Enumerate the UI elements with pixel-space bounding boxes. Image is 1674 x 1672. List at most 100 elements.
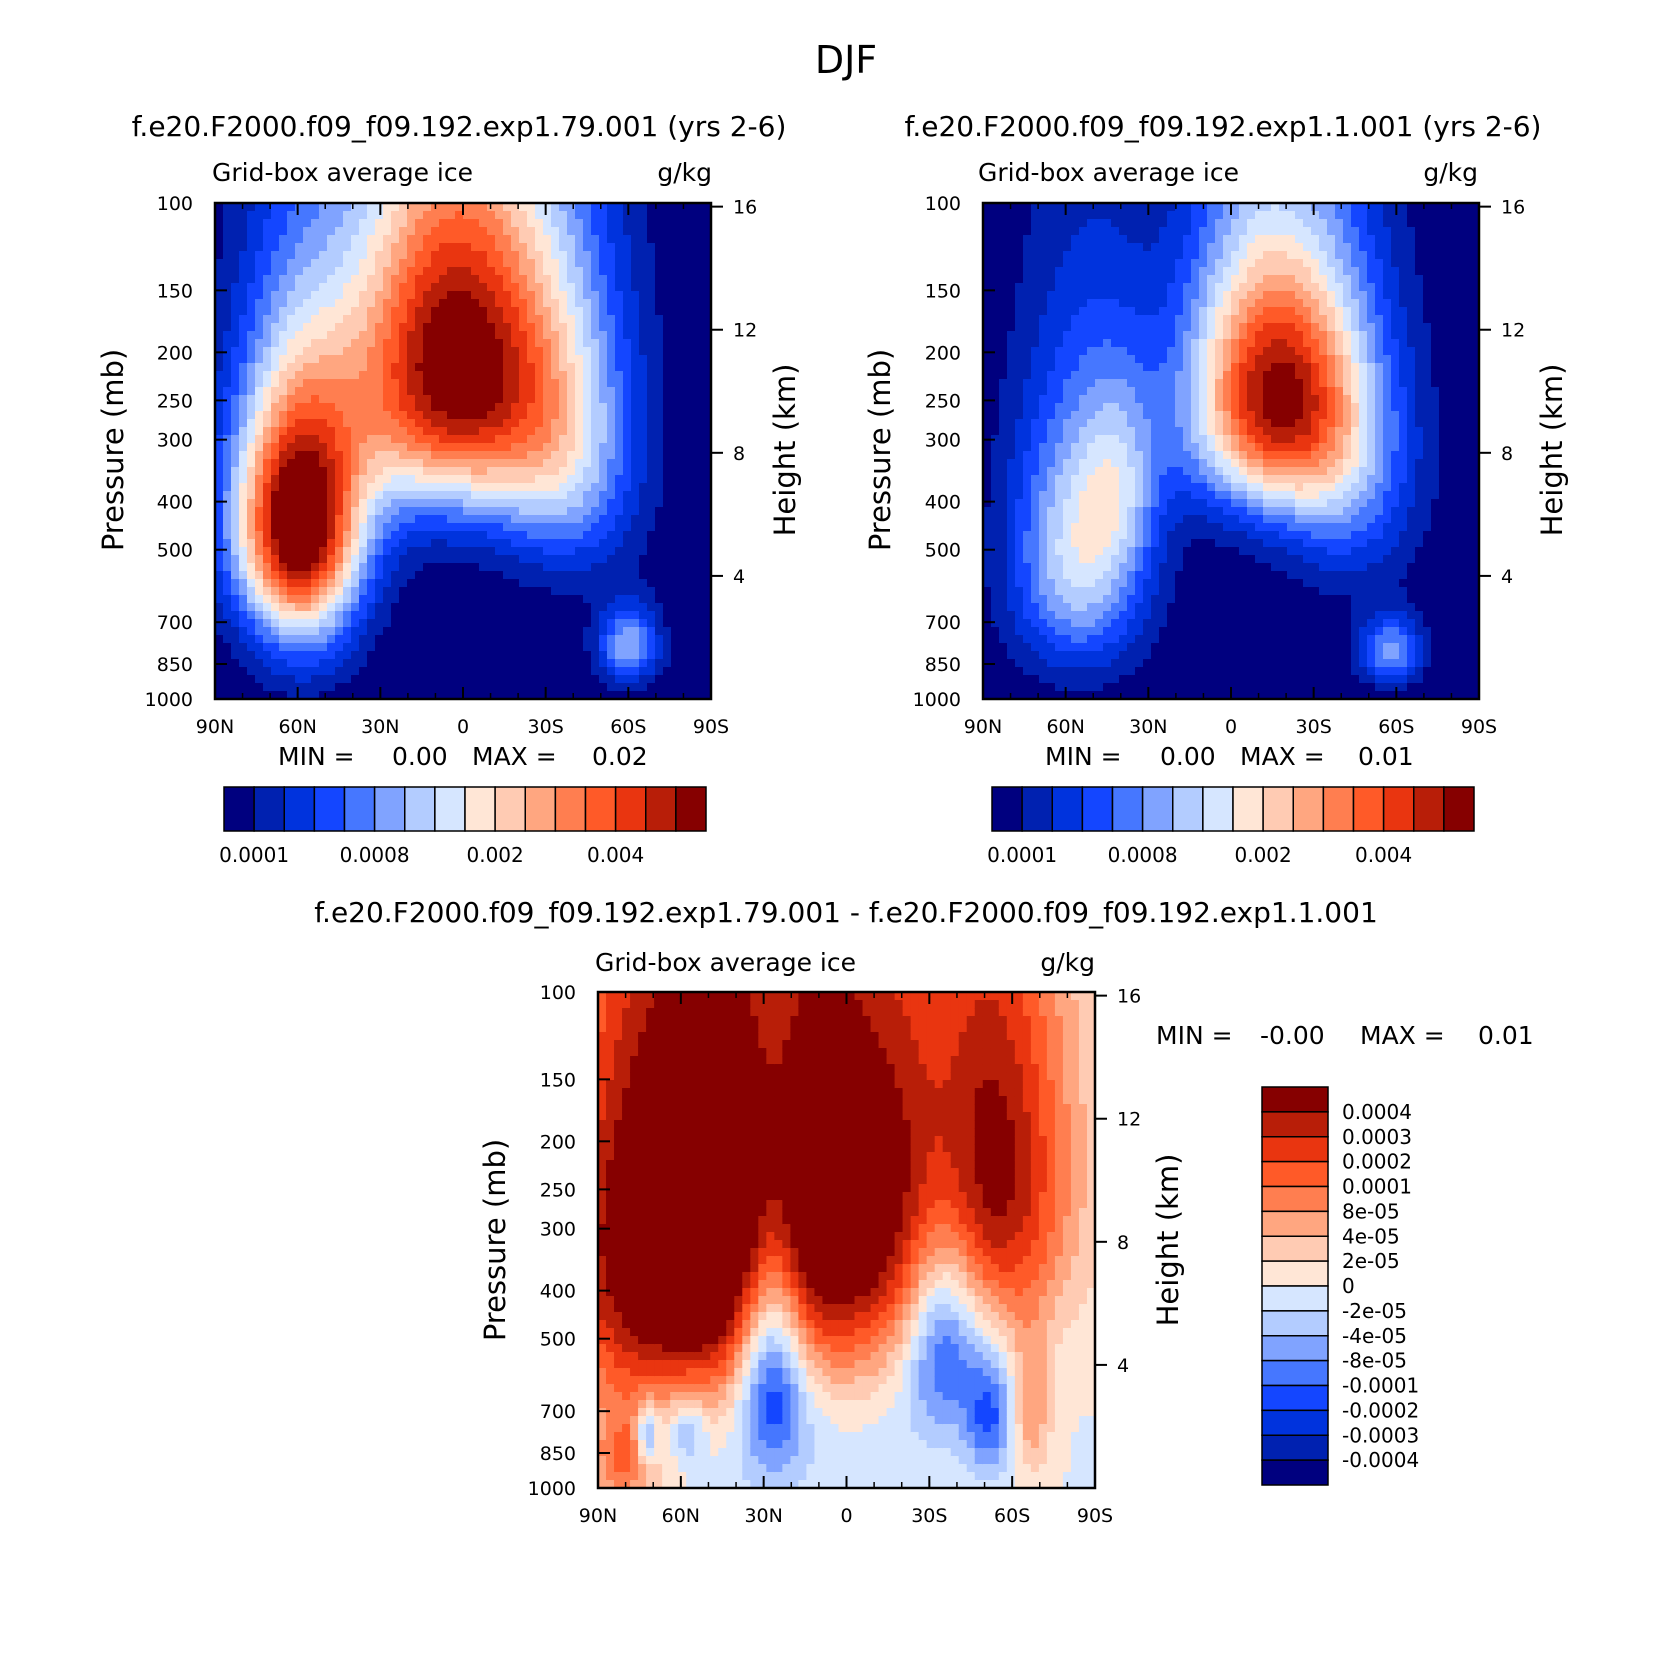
field-cell [447,547,456,556]
field-cell [1071,587,1080,596]
field-cell [231,619,240,628]
field-cell [239,243,248,252]
field-cell [695,387,704,396]
field-cell [319,331,328,340]
field-cell [1103,555,1112,564]
field-cell [391,419,400,428]
field-cell [991,523,1000,532]
field-cell [567,691,576,700]
field-cell [335,675,344,684]
field-cell [495,331,504,340]
field-cell [567,259,576,268]
field-cell [1071,259,1080,268]
field-cell [679,683,688,692]
field-cell [631,411,640,420]
field-cell [359,299,368,308]
field-cell [295,531,304,540]
field-cell [383,299,392,308]
field-cell [359,435,368,444]
field-cell [695,451,704,460]
field-cell [247,691,256,700]
field-cell [511,419,520,428]
field-cell [231,675,240,684]
y-tick-label: 300 [157,430,193,452]
field-cell [487,683,496,692]
field-cell [263,579,272,588]
field-cell [623,227,632,236]
field-cell [231,459,240,468]
field-cell [639,411,648,420]
field-cell [1087,387,1096,396]
field-cell [511,387,520,396]
field-cell [703,435,712,444]
field-cell [1055,371,1064,380]
field-cell [1015,395,1024,404]
field-cell [1007,611,1016,620]
field-cell [431,315,440,324]
field-cell [703,539,712,548]
field-cell [999,595,1008,604]
field-cell [263,259,272,268]
field-cell [431,291,440,300]
field-cell [479,459,488,468]
field-cell [295,459,304,468]
field-cell [335,587,344,596]
field-cell [679,427,688,436]
field-cell [391,395,400,404]
field-cell [1023,427,1032,436]
field-cell [983,587,992,596]
field-cell [695,691,704,700]
field-cell [623,491,632,500]
field-cell [231,531,240,540]
field-cell [455,523,464,532]
field-cell [543,435,552,444]
field-cell [519,459,528,468]
field-cell [535,507,544,516]
field-cell [1079,267,1088,276]
field-cell [551,411,560,420]
field-cell [703,659,712,668]
field-cell [543,395,552,404]
field-cell [423,643,432,652]
field-cell [639,299,648,308]
field-cell [415,555,424,564]
field-cell [575,355,584,364]
field-cell [1031,395,1040,404]
field-cell [1039,675,1048,684]
field-cell [303,411,312,420]
field-cell [487,523,496,532]
field-cell [623,299,632,308]
field-cell [1103,675,1112,684]
field-cell [463,643,472,652]
field-cell [1095,395,1104,404]
field-cell [423,371,432,380]
field-cell [607,259,616,268]
field-cell [671,467,680,476]
field-cell [631,243,640,252]
field-cell [1031,611,1040,620]
field-cell [655,227,664,236]
field-cell [575,435,584,444]
field-cell [431,267,440,276]
field-cell [543,371,552,380]
field-cell [703,443,712,452]
field-cell [223,275,232,284]
field-cell [679,467,688,476]
field-cell [647,379,656,388]
field-cell [463,331,472,340]
field-cell [415,403,424,412]
field-cell [687,651,696,660]
field-cell [359,403,368,412]
field-cell [527,323,536,332]
field-cell [311,571,320,580]
field-cell [503,691,512,700]
field-cell [663,427,672,436]
field-cell [623,203,632,212]
field-cell [391,643,400,652]
field-cell [543,227,552,236]
field-cell [535,651,544,660]
field-cell [575,651,584,660]
field-cell [343,211,352,220]
field-cell [471,371,480,380]
field-cell [463,419,472,428]
